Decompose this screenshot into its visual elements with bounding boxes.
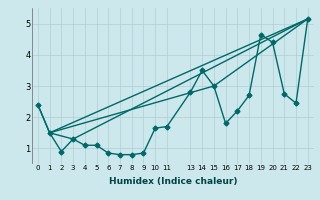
X-axis label: Humidex (Indice chaleur): Humidex (Indice chaleur) bbox=[108, 177, 237, 186]
